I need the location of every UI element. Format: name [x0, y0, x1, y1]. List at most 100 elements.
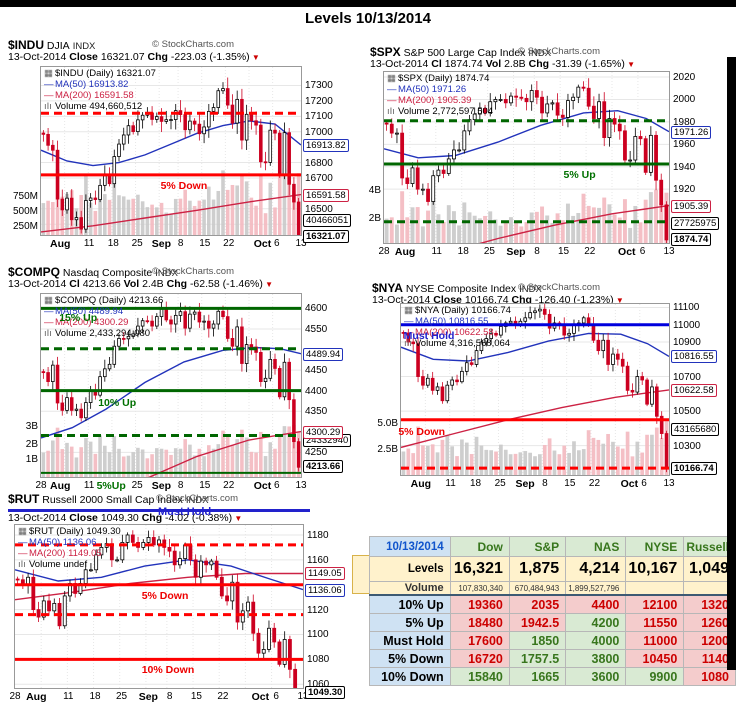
- candle-body: [202, 320, 206, 323]
- row-label: 10% Up: [369, 594, 451, 614]
- x-axis-label: 15: [557, 246, 570, 257]
- x-axis-label: 28: [9, 691, 21, 702]
- volume-bar: [446, 205, 451, 243]
- table-volume-row: Volume 107,830,340 670,484,943 1,899,527,79…: [369, 581, 736, 596]
- table-col-header: Russell: [683, 536, 736, 557]
- candle-body: [533, 310, 537, 314]
- candle-body: [650, 386, 654, 405]
- chart-icon: ▦: [404, 305, 413, 316]
- level-label: 5% Down: [141, 589, 189, 602]
- candle-body: [534, 90, 539, 98]
- candle-body: [230, 338, 235, 347]
- chart-date: 13-Oct-2014: [8, 278, 70, 290]
- level-cell: 18480: [449, 613, 510, 632]
- candle-body: [93, 197, 98, 200]
- volume-bar: [529, 212, 534, 243]
- candle-body: [436, 169, 441, 177]
- volume-bar: [69, 446, 74, 477]
- volume-bar: [117, 448, 121, 477]
- legend-text: $INDU (Daily) 16321.07: [55, 68, 156, 79]
- candle-body: [211, 107, 216, 112]
- legend-row: ıIı Volume 2,772,597,504: [387, 106, 493, 117]
- candle-body: [581, 317, 586, 324]
- candle-body: [263, 161, 268, 164]
- y-axis-tick: 4400: [305, 385, 328, 397]
- y-axis-tick: 17000: [305, 126, 333, 138]
- candle-body: [617, 123, 622, 132]
- x-axis-label: 18: [89, 691, 101, 702]
- level-label: 15% Up: [59, 312, 98, 325]
- info-label: Vol: [120, 278, 143, 290]
- candle-body: [488, 101, 493, 114]
- volume-bar: [235, 439, 239, 477]
- volume-bar: [221, 170, 225, 235]
- price-callout: 1905.39: [671, 199, 712, 213]
- candle-body: [508, 320, 513, 324]
- x-axis-label: 25: [494, 478, 506, 489]
- chart-date: 13-Oct-2014: [370, 58, 432, 70]
- volume-axis-tick: 5.0B: [377, 418, 398, 429]
- candle-body: [167, 546, 172, 552]
- legend-row: — MA(200) 1905.39: [387, 95, 493, 106]
- x-axis-label: 28: [35, 480, 47, 491]
- level-cell: 16720: [449, 649, 510, 668]
- chart-name: DJIA: [44, 40, 70, 52]
- candle-body: [98, 184, 102, 200]
- candle-body: [540, 96, 544, 114]
- candle-body: [292, 399, 296, 443]
- candle-body: [601, 339, 606, 352]
- level-value: 4,214: [565, 556, 627, 582]
- volume-bar: [292, 424, 296, 477]
- candle-body: [31, 576, 36, 611]
- price-callout: 1136.06: [305, 583, 345, 597]
- volume-bar: [472, 215, 477, 243]
- volume-bar: [292, 190, 296, 235]
- candle-body: [216, 310, 221, 325]
- level-cell: 10450: [625, 649, 685, 668]
- candle-body: [643, 138, 648, 173]
- volume-axis-tick: 500M: [12, 206, 38, 217]
- volume-bar: [112, 436, 117, 477]
- chart-info-line: 13-Oct-2014 Close 16321.07 Chg -223.03 (…: [8, 51, 260, 63]
- volume-bar: [282, 168, 287, 235]
- volume-bars: [401, 421, 669, 475]
- volume-bar: [159, 448, 164, 477]
- volume-bar: [572, 441, 576, 475]
- level-cell: 1260: [683, 613, 736, 632]
- volume-bar: [197, 200, 202, 235]
- chart-icon: ▦: [387, 73, 396, 84]
- volume-bar: [493, 219, 498, 243]
- candle-body: [89, 569, 93, 572]
- candle-body: [60, 402, 65, 411]
- candle-body: [472, 113, 477, 121]
- candle-body: [207, 110, 211, 128]
- volume-bar: [249, 197, 254, 235]
- x-axis-label: Oct: [620, 478, 639, 490]
- volume-bar: [240, 429, 244, 477]
- candle-body: [120, 542, 125, 561]
- legend-row: — MA(50) 1971.26: [387, 84, 493, 95]
- candle-body: [462, 130, 467, 151]
- y-axis-tick: 1060: [307, 679, 330, 691]
- candle-body: [240, 98, 244, 141]
- ma-dash-icon: —: [44, 79, 54, 90]
- candle-body: [178, 558, 182, 566]
- chart-name: S&P 500 Large Cap Index: [400, 47, 526, 59]
- info-label: Chg: [138, 512, 166, 524]
- candle-body: [202, 126, 206, 135]
- volume-bar: [405, 217, 410, 243]
- candle-body: [282, 132, 287, 176]
- chart-legend: ▦ $INDU (Daily) 16321.07— MA(50) 16913.82—…: [44, 68, 156, 112]
- volume-bar: [216, 444, 221, 477]
- candle-body: [645, 379, 649, 405]
- volume-bar: [249, 451, 254, 477]
- candle-body: [251, 601, 256, 634]
- candle-body: [249, 344, 254, 348]
- candle-body: [523, 317, 528, 322]
- x-axis-label: 8: [534, 246, 540, 257]
- price-callout: 4300.29: [303, 425, 344, 439]
- chart-icon: ▦: [18, 526, 27, 537]
- candle-body: [131, 125, 135, 132]
- row-label: 5% Down: [369, 649, 451, 668]
- volume-bar: [640, 452, 645, 475]
